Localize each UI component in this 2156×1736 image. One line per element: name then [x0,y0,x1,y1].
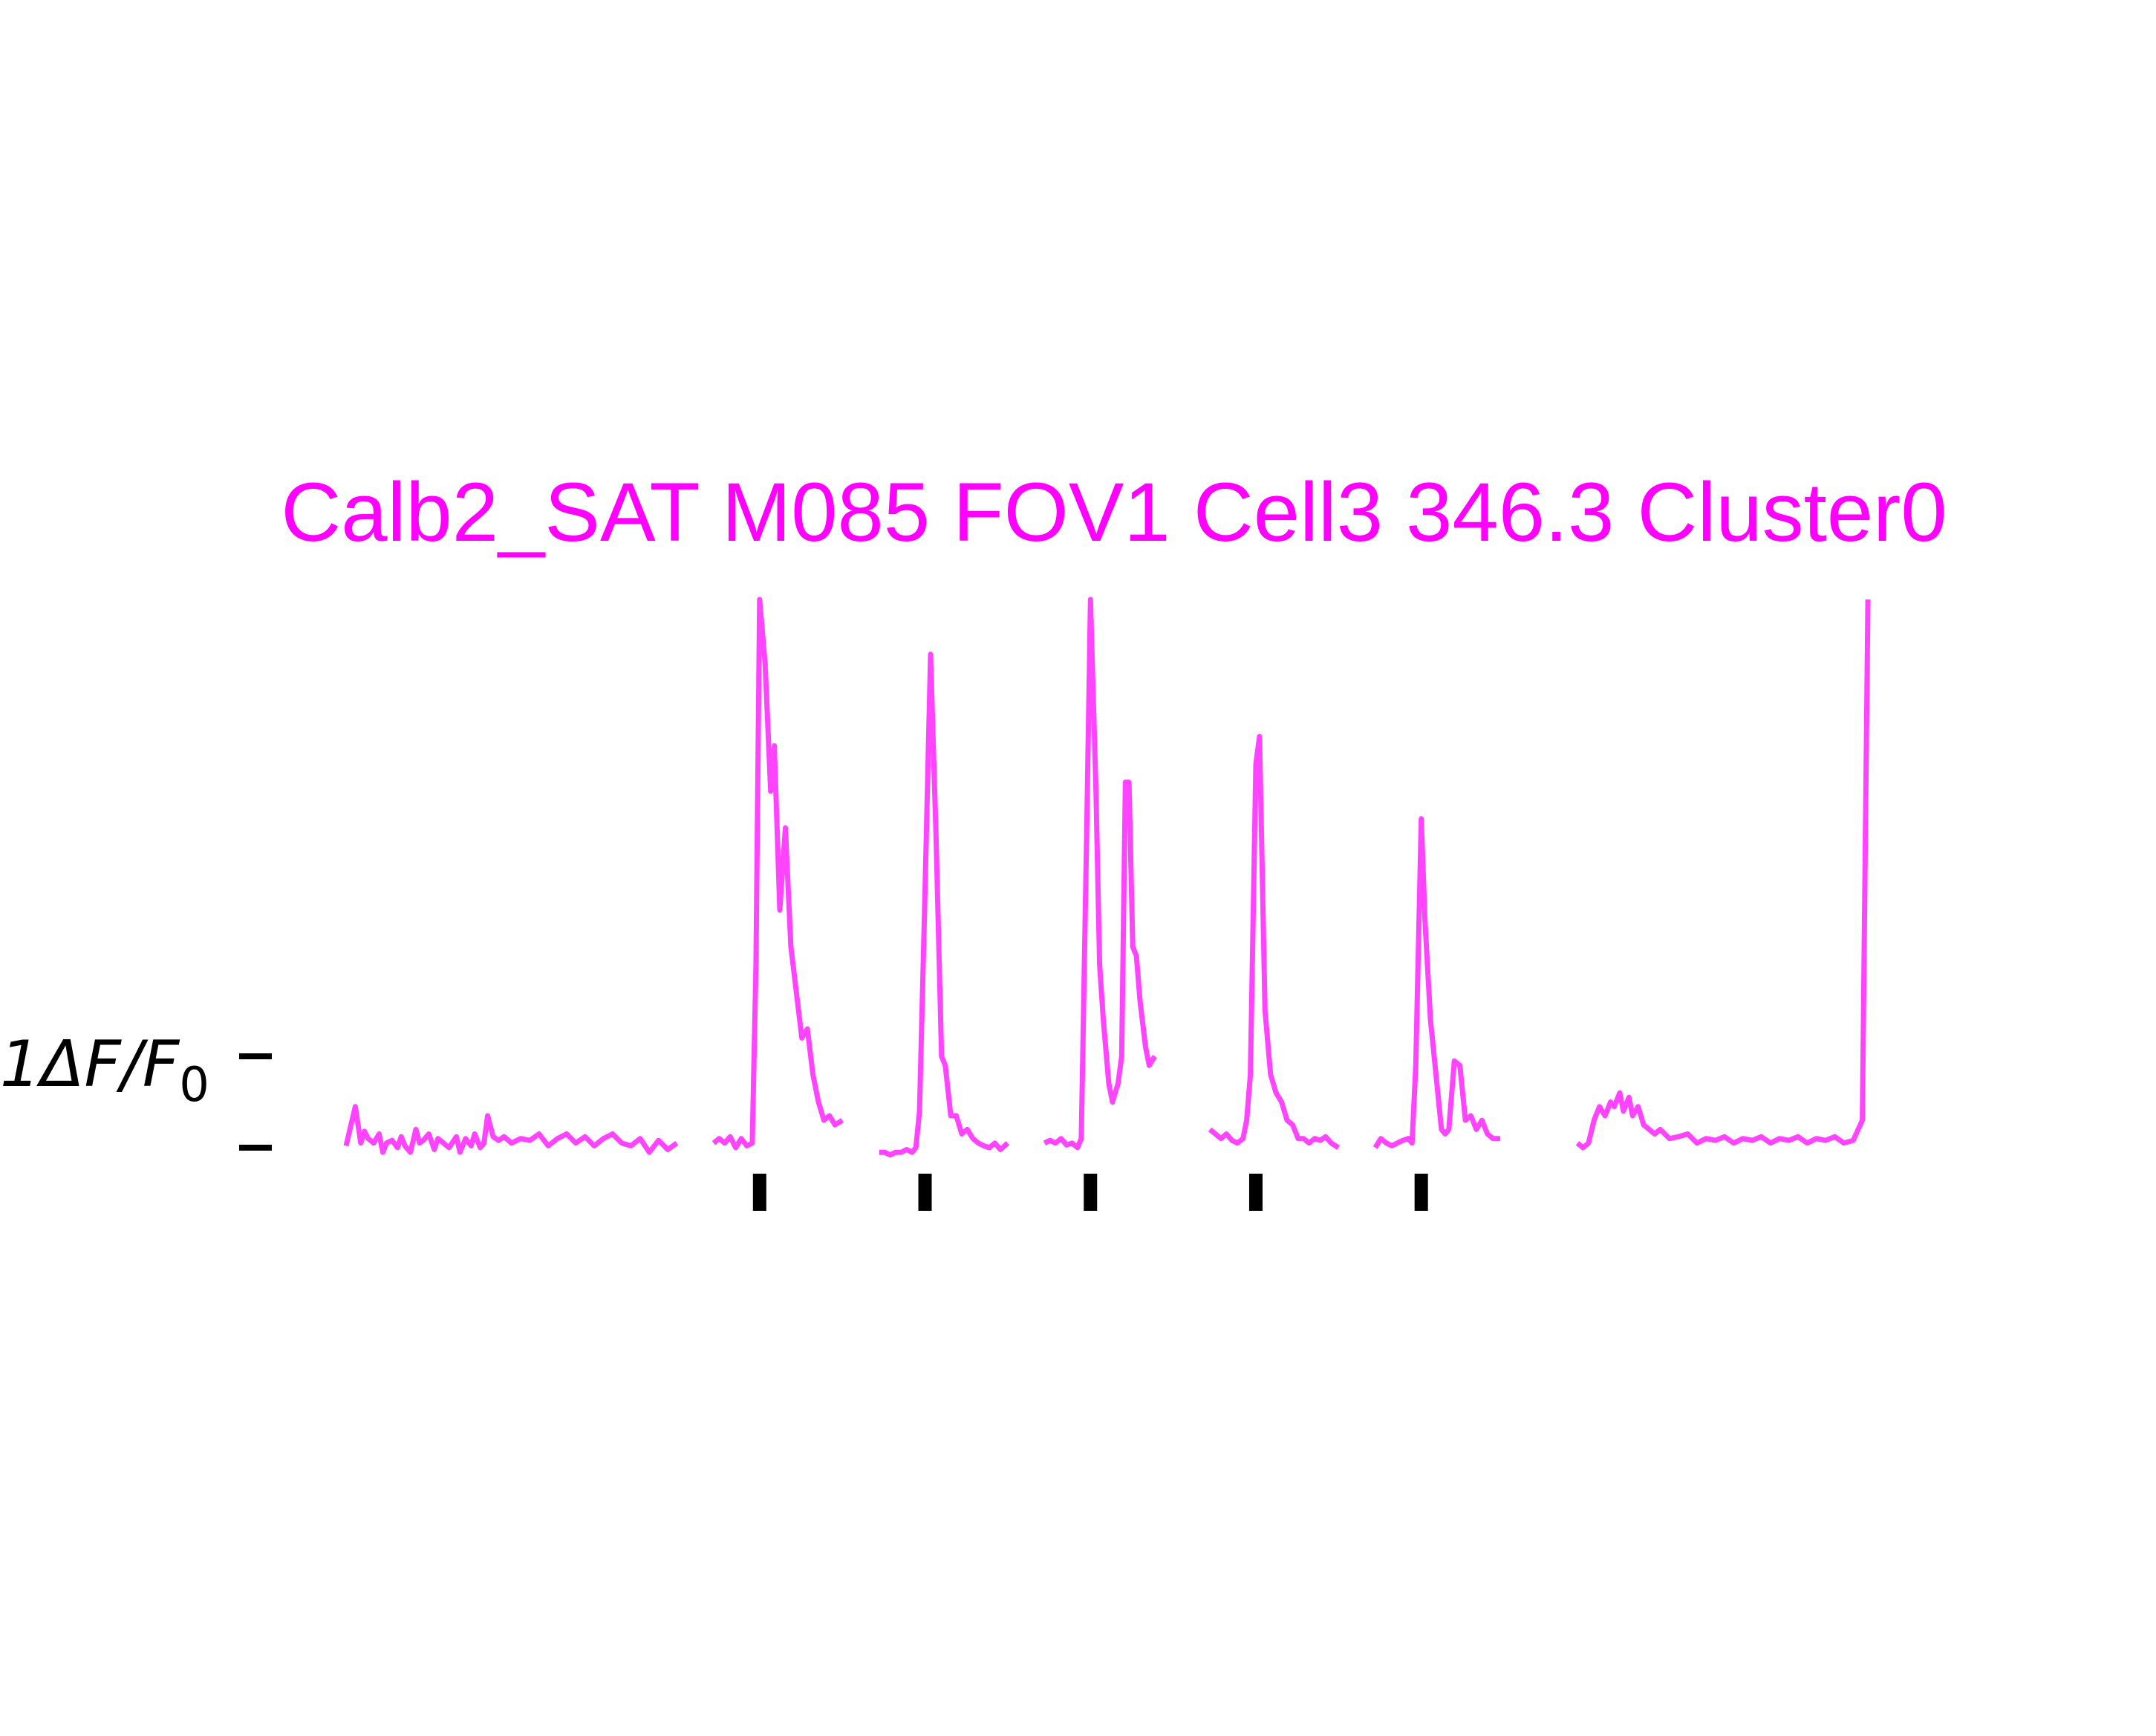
chart-title: Calb2_SAT M085 FOV1 Cell3 346.3 Cluster0 [281,466,1947,559]
y-axis-label: 1ΔF/F0 [0,1027,209,1113]
y-axis-label-prefix: 1 [0,1027,41,1102]
y-axis-label-subscript: 0 [179,1058,209,1113]
trace-trial-4-0 [1208,734,1341,1150]
trace-post-0 [1575,599,1871,1151]
trace-baseline-0 [343,1104,679,1155]
scalebar [239,1053,272,1151]
trace-trial-3-0 [1043,596,1157,1151]
event-markers [752,1174,1428,1211]
trace-trial-5-0 [1372,816,1501,1149]
y-axis-label-main: ΔF/F [36,1027,180,1102]
trace-trial-1-0 [711,596,844,1151]
trace-trial-2-0 [879,651,1010,1158]
traces [343,596,1871,1158]
